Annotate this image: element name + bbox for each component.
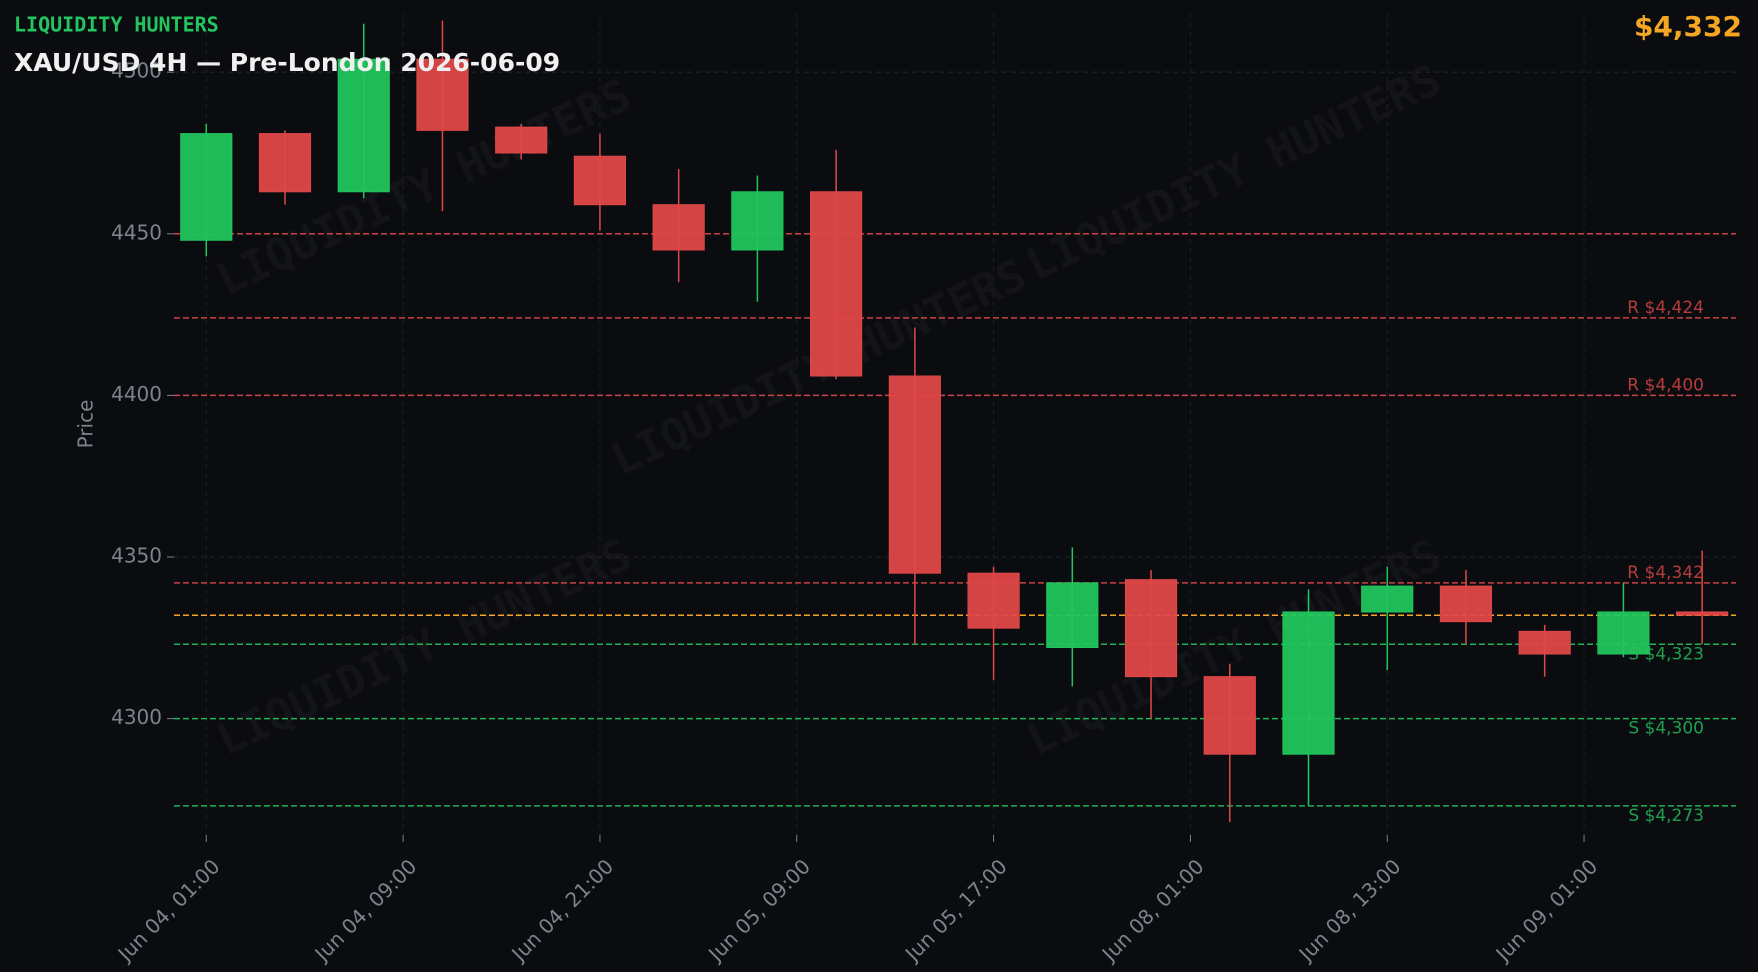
- y-tick-label: 4350: [111, 544, 162, 568]
- candle-body: [1046, 582, 1099, 649]
- brand: LIQUIDITY HUNTERS: [14, 13, 219, 37]
- y-axis-label: Price: [74, 400, 98, 449]
- level-label: S $4,273: [1628, 806, 1704, 826]
- candle-body: [337, 58, 390, 193]
- candle-body: [180, 133, 233, 241]
- candle-body: [731, 191, 784, 251]
- candle-body: [1282, 611, 1335, 755]
- candle-body: [1439, 585, 1493, 623]
- candle-body: [495, 126, 548, 154]
- candle-body: [1597, 611, 1650, 655]
- current-price: $4,332: [1634, 10, 1742, 43]
- y-tick-label: 4500: [111, 59, 162, 83]
- candle-body: [1676, 611, 1729, 616]
- level-label: S $4,300: [1628, 719, 1704, 739]
- candle-body: [416, 58, 469, 131]
- y-tick-label: 4450: [111, 220, 162, 244]
- level-label: R $4,400: [1627, 375, 1704, 395]
- level-label: R $4,342: [1627, 563, 1704, 583]
- candle-body: [573, 155, 627, 206]
- candle-body: [810, 191, 863, 377]
- candle-body: [967, 572, 1020, 629]
- candle-body: [1203, 676, 1256, 755]
- y-tick-label: 4400: [111, 382, 162, 406]
- candles: [180, 20, 1729, 823]
- candle-body: [888, 375, 941, 574]
- candle-body: [652, 204, 705, 251]
- level-label: R $4,424: [1627, 298, 1704, 318]
- y-tick-label: 4300: [111, 705, 162, 729]
- chart-title: XAU/USD 4H — Pre-London 2026-06-09: [14, 48, 560, 77]
- candle-body: [258, 133, 312, 193]
- candle-body: [1124, 579, 1178, 678]
- candle-body: [1361, 585, 1414, 613]
- candle-body: [1518, 630, 1571, 655]
